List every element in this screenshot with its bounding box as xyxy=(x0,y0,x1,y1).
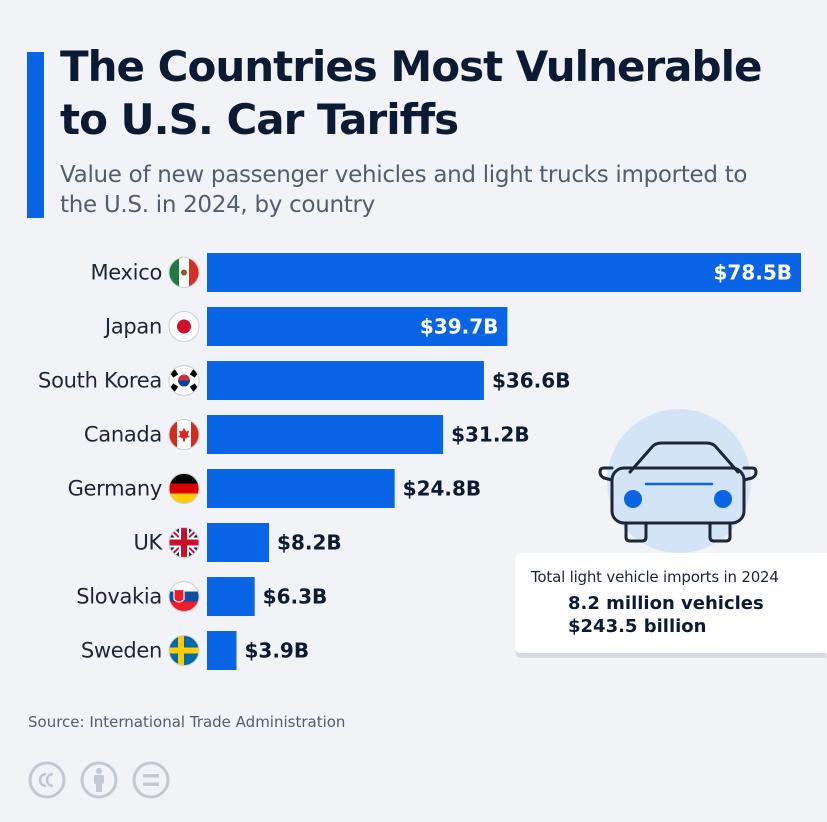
category-label-japan: Japan xyxy=(103,315,162,339)
flag-japan-icon xyxy=(168,311,200,342)
bar-south-korea xyxy=(207,361,484,400)
value-label-uk: $8.2B xyxy=(277,531,342,555)
category-label-south-korea: South Korea xyxy=(38,369,162,393)
category-label-sweden: Sweden xyxy=(81,639,162,663)
bar-uk xyxy=(207,523,270,562)
bar-mexico xyxy=(207,253,801,292)
car-icon xyxy=(598,409,758,553)
cc-icon xyxy=(28,761,66,799)
value-label-canada: $31.2B xyxy=(451,423,530,447)
bar-canada xyxy=(207,415,444,454)
attribution-icon xyxy=(80,761,118,799)
source-note: Source: International Trade Administrati… xyxy=(28,713,346,731)
license-icons xyxy=(28,761,170,799)
bars-group: Mexico $78.5B Japan $39.7B South Korea $36.6B… xyxy=(38,253,801,670)
category-label-canada: Canada xyxy=(84,423,162,447)
chart-subtitle: Value of new passenger vehicles and ligh… xyxy=(60,162,748,218)
value-label-mexico: $78.5B xyxy=(713,261,792,285)
category-label-uk: UK xyxy=(133,531,163,555)
bar-germany xyxy=(207,469,395,508)
info-card-heading: Total light vehicle imports in 2024 xyxy=(531,568,779,586)
category-label-mexico: Mexico xyxy=(90,261,162,285)
value-label-japan: $39.7B xyxy=(420,315,499,339)
flag-uk-icon xyxy=(168,527,200,558)
value-label-sweden: $3.9B xyxy=(245,639,310,663)
flag-south-korea-icon xyxy=(168,365,200,396)
flag-sweden-icon xyxy=(168,635,200,666)
bar-japan xyxy=(207,307,508,346)
title-accent-bar xyxy=(27,52,44,218)
info-card: Total light vehicle imports in 2024 8.2 … xyxy=(515,553,827,653)
value-label-south-korea: $36.6B xyxy=(492,369,571,393)
info-card-vehicles: 8.2 million vehicles xyxy=(568,593,764,614)
category-label-germany: Germany xyxy=(68,477,162,501)
flag-mexico-icon xyxy=(168,257,200,288)
bar-sweden xyxy=(207,631,237,670)
value-label-germany: $24.8B xyxy=(403,477,482,501)
flag-germany-icon xyxy=(168,473,200,504)
category-label-slovakia: Slovakia xyxy=(76,585,162,609)
info-card-value: $243.5 billion xyxy=(568,616,707,637)
flag-slovakia-icon xyxy=(168,581,200,612)
no-derivatives-icon xyxy=(132,761,170,799)
chart-title: The Countries Most Vulnerable to U.S. Ca… xyxy=(60,42,762,144)
flag-canada-icon xyxy=(168,419,200,450)
value-label-slovakia: $6.3B xyxy=(263,585,328,609)
bar-slovakia xyxy=(207,577,255,616)
